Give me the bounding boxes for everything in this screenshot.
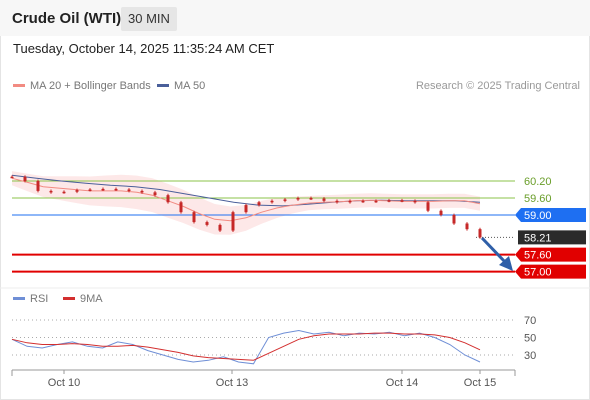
rsi-line [11,329,481,365]
resistance-label: 60.20 [524,176,552,188]
candle-body [387,200,391,202]
candle-body [75,190,79,192]
candle-body [62,191,66,194]
candle-body [36,181,40,191]
ma20-swatch-icon [13,83,25,87]
candle-body [361,200,365,203]
pivot-tag [515,208,586,222]
x-tick-label: Oct 15 [464,377,496,389]
timestamp: Tuesday, October 14, 2025 11:35:24 AM CE… [13,41,275,56]
candle-body [478,229,482,238]
candle-body [114,188,118,191]
candle-body [101,188,105,191]
forecast-arrow-head [499,256,513,271]
pivot-label: 59.00 [524,210,552,222]
last-price-label: 58.21 [524,232,552,244]
candle-body [244,205,248,213]
support-label: 57.00 [524,267,552,279]
support-label: 57.60 [524,250,552,262]
legend-9ma: 9MA [63,293,103,305]
interval-button[interactable]: 30 MIN [121,7,177,31]
last-price-tag [518,230,586,245]
candle-body [413,200,417,203]
legend-ma20: MA 20 + Bollinger Bands [13,80,151,92]
candle-body [439,210,443,215]
candle-body [179,202,183,213]
legend-9ma-label: 9MA [80,293,103,305]
legend-ma50: MA 50 [157,80,205,92]
candle-body [400,200,404,202]
resistance-label: 59.60 [524,193,552,205]
candle-body [452,215,456,224]
candle-body [374,200,378,203]
legend-rsi: RSI [13,293,48,305]
candle-body [231,212,235,231]
support-tag [515,264,586,279]
candle-body [153,192,157,196]
legend-rsi-label: RSI [30,293,49,305]
candle-body [296,198,300,200]
candle-body [309,198,313,200]
candle-body [127,189,131,191]
candle-body [335,200,339,203]
candle-body [49,190,53,193]
candle-body [465,223,469,230]
rsi-9ma-line [11,332,481,361]
support-tag [515,247,586,262]
x-tick-label: Oct 14 [386,377,418,389]
candle-body [283,199,287,201]
legend-ma20-label: MA 20 + Bollinger Bands [30,80,151,92]
candle-body [205,222,209,225]
candle-body [88,189,92,191]
forecast-arrow [480,236,508,265]
candle-body [140,190,144,193]
9ma-swatch-icon [63,296,75,300]
rsi-tick-label: 30 [524,350,536,362]
x-tick-label: Oct 10 [48,377,80,389]
candle-body [257,202,261,206]
chart-header: Crude Oil (WTI) 30 MIN [0,0,590,36]
candle-body [322,198,326,201]
candle-body [426,202,430,211]
candle-body [23,176,27,181]
rsi-swatch-icon [13,296,25,300]
rsi-tick-label: 70 [524,315,536,327]
ma50-swatch-icon [157,83,169,87]
rsi-tick-label: 50 [524,333,536,345]
candles-group [10,175,482,239]
legend-ma50-label: MA 50 [174,80,206,92]
candle-body [10,176,14,179]
candle-body [270,200,274,203]
candle-body [192,212,196,223]
credit-text: Research © 2025 Trading Central [415,80,580,92]
candle-body [348,200,352,203]
candle-body [166,195,170,203]
x-tick-label: Oct 13 [216,377,248,389]
chart-title: Crude Oil (WTI) [12,10,122,27]
bollinger-band [12,171,480,235]
candle-body [218,224,222,231]
